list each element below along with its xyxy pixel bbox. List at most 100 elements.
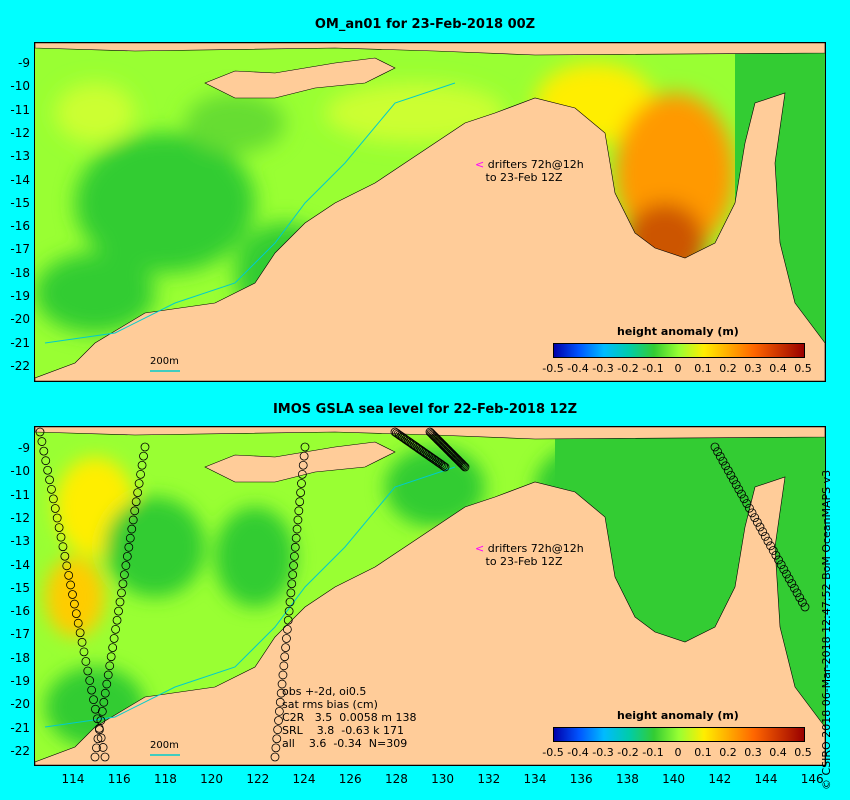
altimeter-obs-marker bbox=[763, 536, 773, 546]
altimeter-obs-marker bbox=[39, 446, 49, 456]
altimeter-obs-marker bbox=[739, 494, 749, 504]
lon-tick-label: 140 bbox=[662, 772, 686, 786]
altimeter-obs-marker bbox=[279, 661, 289, 671]
altimeter-obs-marker bbox=[784, 574, 794, 584]
altimeter-obs-marker bbox=[96, 733, 106, 743]
altimeter-obs-marker bbox=[440, 462, 450, 472]
colorbar-tick-label: 0.4 bbox=[769, 746, 787, 759]
altimeter-obs-marker bbox=[92, 743, 101, 753]
altimeter-obs-marker bbox=[60, 551, 70, 561]
lat-tick-label: -16 bbox=[10, 219, 30, 234]
lat-tick-label: -9 bbox=[18, 56, 30, 70]
land-north-islands bbox=[35, 43, 825, 56]
altimeter-obs-marker bbox=[282, 634, 291, 643]
lon-tick-label: 116 bbox=[107, 772, 131, 786]
lat-tick-label: -9 bbox=[18, 441, 30, 455]
altimeter-obs-marker bbox=[284, 606, 294, 616]
altimeter-obs-marker bbox=[439, 461, 448, 471]
altimeter-obs-marker bbox=[115, 597, 125, 607]
altimeter-obs-marker bbox=[131, 497, 141, 507]
altimeter-obs-marker bbox=[795, 593, 805, 602]
lat-tick-label: -17 bbox=[10, 627, 30, 642]
altimeter-obs-marker bbox=[405, 437, 415, 447]
lat-tick-label: -18 bbox=[10, 265, 30, 280]
altimeter-obs-marker bbox=[100, 688, 110, 698]
altimeter-obs-marker bbox=[715, 452, 725, 461]
stats-line4: SRL 3.8 -0.63 k 171 bbox=[282, 724, 405, 737]
altimeter-obs-marker bbox=[787, 579, 797, 588]
altimeter-obs-marker bbox=[409, 440, 419, 450]
altimeter-obs-marker bbox=[300, 442, 310, 452]
altimeter-obs-marker bbox=[415, 445, 425, 454]
lat-tick-label: -20 bbox=[10, 697, 30, 712]
lat-tick-label: -19 bbox=[10, 289, 30, 303]
altimeter-obs-marker bbox=[734, 484, 744, 494]
altimeter-obs-marker bbox=[96, 716, 106, 725]
altimeter-obs-marker bbox=[282, 624, 292, 634]
altimeter-obs-marker bbox=[81, 657, 91, 666]
altimeter-obs-marker bbox=[106, 652, 116, 662]
altimeter-obs-marker bbox=[58, 542, 68, 552]
altimeter-obs-marker bbox=[399, 433, 409, 443]
altimeter-obs-marker bbox=[114, 606, 123, 616]
altimeter-obs-marker bbox=[406, 438, 416, 448]
altimeter-obs-marker bbox=[288, 570, 298, 580]
altimeter-obs-marker bbox=[296, 488, 305, 497]
altimeter-obs-marker bbox=[800, 602, 810, 612]
altimeter-obs-marker bbox=[134, 479, 144, 488]
altimeter-obs-marker bbox=[424, 451, 434, 461]
altimeter-obs-marker bbox=[459, 461, 469, 471]
lat-tick-label: -12 bbox=[10, 125, 30, 140]
lat-tick-label: -10 bbox=[10, 79, 30, 94]
altimeter-obs-marker bbox=[390, 427, 400, 437]
altimeter-obs-marker bbox=[436, 459, 445, 469]
bottom-legend-title: height anomaly (m) bbox=[617, 709, 739, 722]
altimeter-obs-marker bbox=[70, 599, 79, 609]
altimeter-obs-marker bbox=[414, 444, 423, 453]
top-map-title: OM_an01 for 23-Feb-2018 00Z bbox=[314, 17, 536, 32]
stats-box: obs +-2d, oi0.5 sat rms bias (cm) C2R 3.… bbox=[282, 685, 417, 750]
altimeter-obs-marker bbox=[397, 432, 407, 442]
altimeter-obs-marker bbox=[411, 442, 420, 451]
altimeter-obs-marker bbox=[400, 434, 410, 444]
altimeter-obs-marker bbox=[289, 561, 298, 570]
lon-tick-label: 138 bbox=[615, 772, 639, 786]
colorbar-tick-label: -0.4 bbox=[567, 362, 589, 375]
altimeter-obs-marker bbox=[745, 503, 754, 513]
altimeter-obs-marker bbox=[287, 579, 297, 589]
altimeter-obs-marker bbox=[47, 484, 56, 494]
altimeter-obs-marker bbox=[73, 618, 83, 628]
top-colorbar bbox=[553, 343, 805, 358]
colorbar-tick-label: 0.3 bbox=[744, 362, 762, 375]
altimeter-obs-marker bbox=[752, 517, 762, 527]
colorbar-tick-label: 0.3 bbox=[744, 746, 762, 759]
altimeter-obs-marker bbox=[290, 552, 299, 561]
altimeter-obs-marker bbox=[91, 704, 100, 714]
land-timor-b bbox=[204, 441, 396, 483]
lon-tick-label: 136 bbox=[569, 772, 593, 786]
top-drifter-line2: to 23-Feb 12Z bbox=[485, 171, 563, 184]
lon-tick-label: 118 bbox=[153, 772, 177, 786]
lon-tick-label: 120 bbox=[200, 772, 224, 786]
altimeter-obs-marker bbox=[37, 437, 47, 446]
altimeter-obs-marker bbox=[103, 670, 113, 680]
bottom-drifter-line1: drifters 72h@12h bbox=[487, 542, 584, 555]
altimeter-obs-marker bbox=[270, 752, 280, 762]
altimeter-tracks bbox=[35, 427, 810, 762]
altimeter-obs-marker bbox=[430, 455, 440, 465]
altimeter-obs-marker bbox=[299, 451, 309, 461]
altimeter-obs-marker bbox=[95, 725, 104, 735]
altimeter-obs-marker bbox=[710, 442, 720, 452]
altimeter-obs-marker bbox=[425, 452, 435, 462]
altimeter-obs-marker bbox=[139, 451, 148, 461]
colorbar-tick-label: -0.3 bbox=[592, 362, 614, 375]
lon-tick-label: 122 bbox=[246, 772, 270, 786]
altimeter-obs-marker bbox=[403, 436, 413, 446]
altimeter-obs-marker bbox=[418, 447, 428, 456]
altimeter-obs-marker bbox=[433, 457, 443, 467]
altimeter-obs-marker bbox=[792, 588, 802, 598]
altimeter-obs-marker bbox=[109, 634, 119, 643]
altimeter-obs-marker bbox=[460, 462, 470, 472]
altimeter-obs-marker bbox=[412, 443, 422, 452]
altimeter-obs-marker bbox=[291, 533, 301, 543]
